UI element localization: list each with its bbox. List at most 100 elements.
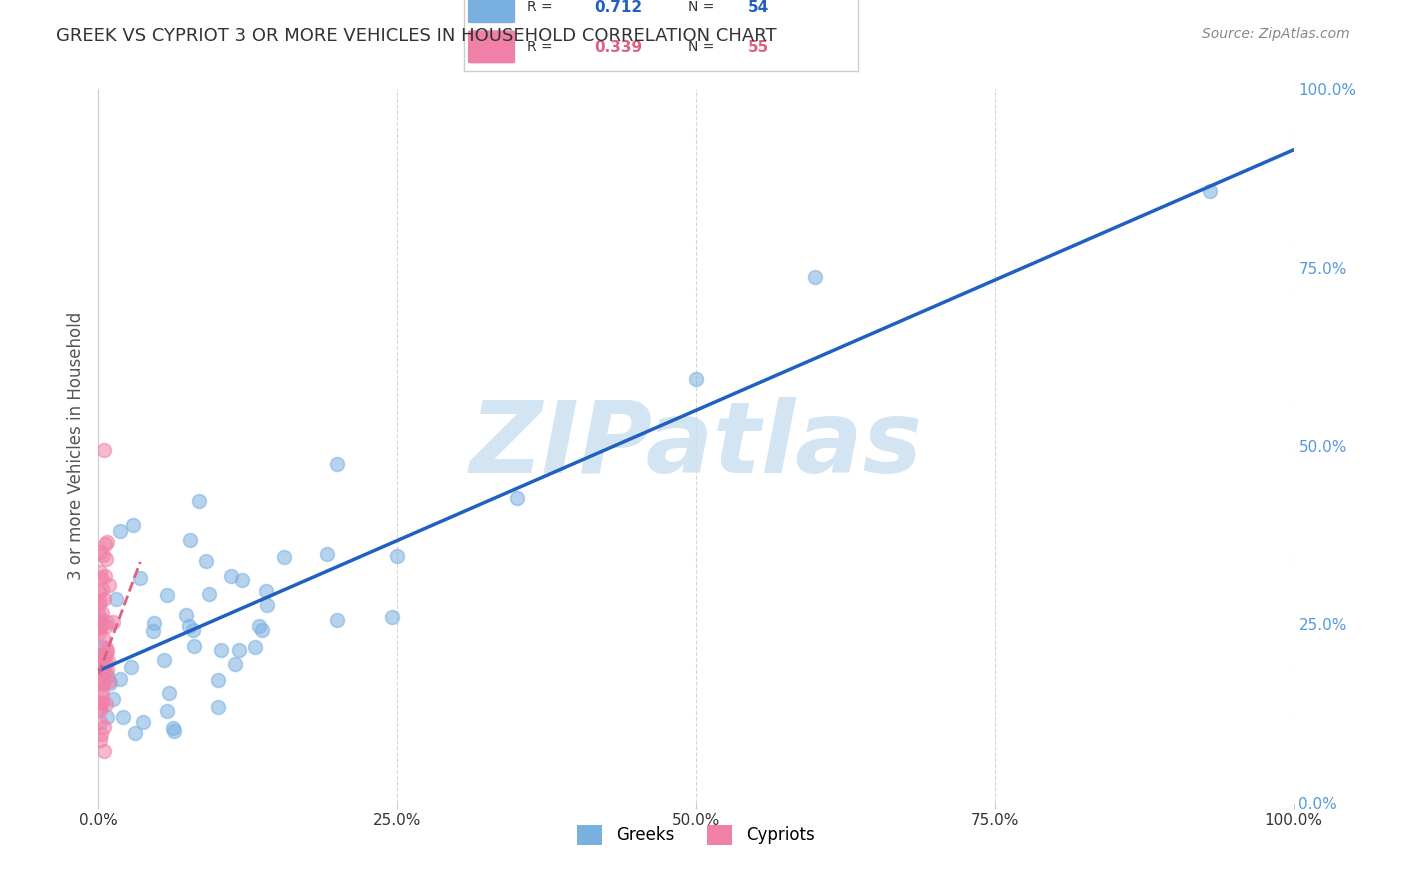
Point bbox=[183, 639, 205, 653]
Text: N =: N = bbox=[689, 40, 718, 54]
Point bbox=[174, 608, 197, 623]
Point bbox=[91, 675, 114, 690]
Point bbox=[177, 619, 200, 633]
Point bbox=[87, 625, 110, 640]
Point bbox=[231, 574, 253, 588]
Text: GREEK VS CYPRIOT 3 OR MORE VEHICLES IN HOUSEHOLD CORRELATION CHART: GREEK VS CYPRIOT 3 OR MORE VEHICLES IN H… bbox=[56, 27, 778, 45]
Y-axis label: 3 or more Vehicles in Household: 3 or more Vehicles in Household bbox=[66, 312, 84, 580]
FancyBboxPatch shape bbox=[468, 0, 515, 23]
Point bbox=[90, 696, 112, 710]
Point bbox=[90, 683, 112, 698]
Text: 54: 54 bbox=[748, 0, 769, 14]
Point bbox=[96, 709, 118, 723]
Point bbox=[181, 623, 204, 637]
Point bbox=[108, 524, 131, 538]
Point bbox=[207, 673, 229, 687]
Point bbox=[157, 686, 180, 700]
Point bbox=[89, 699, 111, 714]
Point bbox=[96, 668, 118, 682]
Point bbox=[108, 672, 131, 686]
Point bbox=[209, 643, 232, 657]
Point bbox=[804, 270, 827, 285]
Point bbox=[89, 594, 111, 608]
Point bbox=[89, 733, 111, 747]
Point bbox=[97, 654, 120, 668]
Point bbox=[93, 720, 115, 734]
Point bbox=[254, 583, 277, 598]
Point bbox=[96, 535, 118, 549]
Text: Source: ZipAtlas.com: Source: ZipAtlas.com bbox=[1202, 27, 1350, 41]
Point bbox=[187, 494, 209, 508]
Point bbox=[90, 648, 112, 662]
Point bbox=[91, 662, 114, 676]
Point bbox=[228, 643, 250, 657]
Point bbox=[89, 545, 111, 559]
Point bbox=[162, 721, 184, 735]
Point bbox=[91, 548, 114, 562]
Legend: Greeks, Cypriots: Greeks, Cypriots bbox=[571, 818, 821, 852]
Point bbox=[224, 657, 246, 671]
Point bbox=[89, 675, 111, 690]
Text: R =: R = bbox=[527, 0, 557, 14]
Point bbox=[156, 705, 179, 719]
Point bbox=[91, 652, 114, 666]
Point bbox=[194, 554, 217, 568]
Point bbox=[91, 676, 114, 690]
Point bbox=[96, 644, 118, 658]
Point bbox=[250, 623, 273, 637]
Point bbox=[101, 691, 124, 706]
Point bbox=[124, 725, 146, 739]
Point bbox=[89, 659, 111, 673]
Point bbox=[94, 619, 117, 633]
Point bbox=[316, 547, 339, 561]
Point bbox=[98, 673, 121, 688]
Point bbox=[89, 612, 111, 626]
Point bbox=[132, 714, 155, 729]
Point bbox=[96, 615, 118, 630]
Point bbox=[90, 571, 112, 585]
Point bbox=[89, 654, 111, 668]
Point bbox=[326, 613, 349, 627]
Point bbox=[89, 714, 111, 729]
Point bbox=[101, 615, 124, 630]
Point bbox=[273, 549, 295, 564]
Point bbox=[207, 700, 229, 714]
Point bbox=[91, 689, 114, 703]
Point bbox=[243, 640, 266, 654]
Point bbox=[94, 655, 117, 669]
Point bbox=[96, 663, 118, 677]
Text: 0.712: 0.712 bbox=[593, 0, 643, 14]
Point bbox=[163, 723, 186, 738]
Point bbox=[143, 615, 166, 630]
Point bbox=[96, 640, 118, 655]
Point bbox=[90, 658, 112, 673]
Point bbox=[153, 653, 176, 667]
Point bbox=[90, 607, 112, 621]
Point bbox=[94, 537, 117, 551]
Point bbox=[156, 588, 179, 602]
Point bbox=[128, 571, 150, 585]
Point bbox=[89, 584, 111, 599]
Text: 0.339: 0.339 bbox=[593, 40, 643, 54]
Point bbox=[385, 549, 409, 564]
Point bbox=[93, 743, 115, 757]
Point bbox=[94, 647, 117, 661]
Point bbox=[94, 665, 117, 679]
Point bbox=[247, 618, 270, 632]
Point bbox=[380, 609, 402, 624]
Point bbox=[89, 703, 111, 717]
Point bbox=[105, 592, 128, 607]
Point bbox=[506, 491, 529, 505]
Point bbox=[142, 624, 165, 638]
Text: 55: 55 bbox=[748, 40, 769, 54]
Point bbox=[120, 660, 142, 674]
Point bbox=[94, 568, 117, 582]
Point bbox=[256, 599, 278, 613]
Point bbox=[198, 587, 221, 601]
Point bbox=[90, 619, 112, 633]
Point bbox=[98, 577, 121, 591]
Point bbox=[87, 616, 110, 631]
Point bbox=[93, 591, 115, 606]
Point bbox=[93, 443, 115, 458]
Point bbox=[87, 621, 110, 635]
